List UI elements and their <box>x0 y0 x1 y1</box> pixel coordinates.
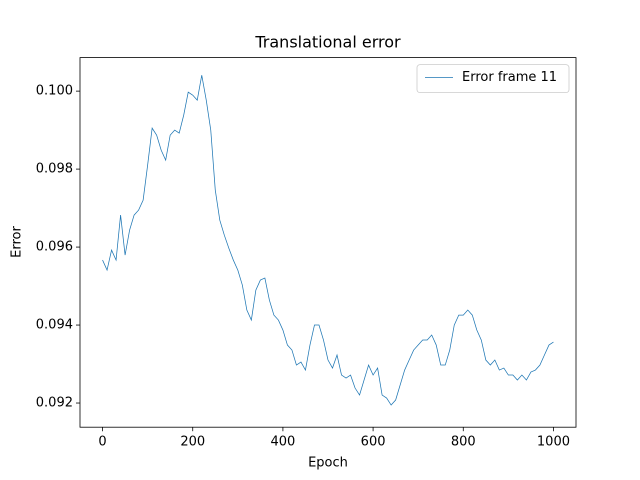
y-tick-label: 0.094 <box>36 318 73 333</box>
x-tick-label: 800 <box>451 435 476 450</box>
chart-title: Translational error <box>254 33 401 52</box>
x-tick-label: 0 <box>98 435 106 450</box>
y-axis-label: Error <box>10 226 25 258</box>
legend-label: Error frame 11 <box>462 70 557 85</box>
data-line <box>102 75 554 406</box>
x-tick-label: 1000 <box>537 435 570 450</box>
y-tick-label: 0.096 <box>36 240 73 255</box>
x-tick-label: 200 <box>180 435 205 450</box>
y-tick-label: 0.100 <box>36 84 73 99</box>
x-tick-label: 400 <box>270 435 295 450</box>
plot-frame <box>79 57 577 428</box>
x-tick-label: 600 <box>361 435 386 450</box>
y-tick-label: 0.098 <box>36 162 73 177</box>
legend-box <box>416 64 570 93</box>
y-tick-label: 0.092 <box>36 396 73 411</box>
x-axis-label: Epoch <box>308 456 348 471</box>
